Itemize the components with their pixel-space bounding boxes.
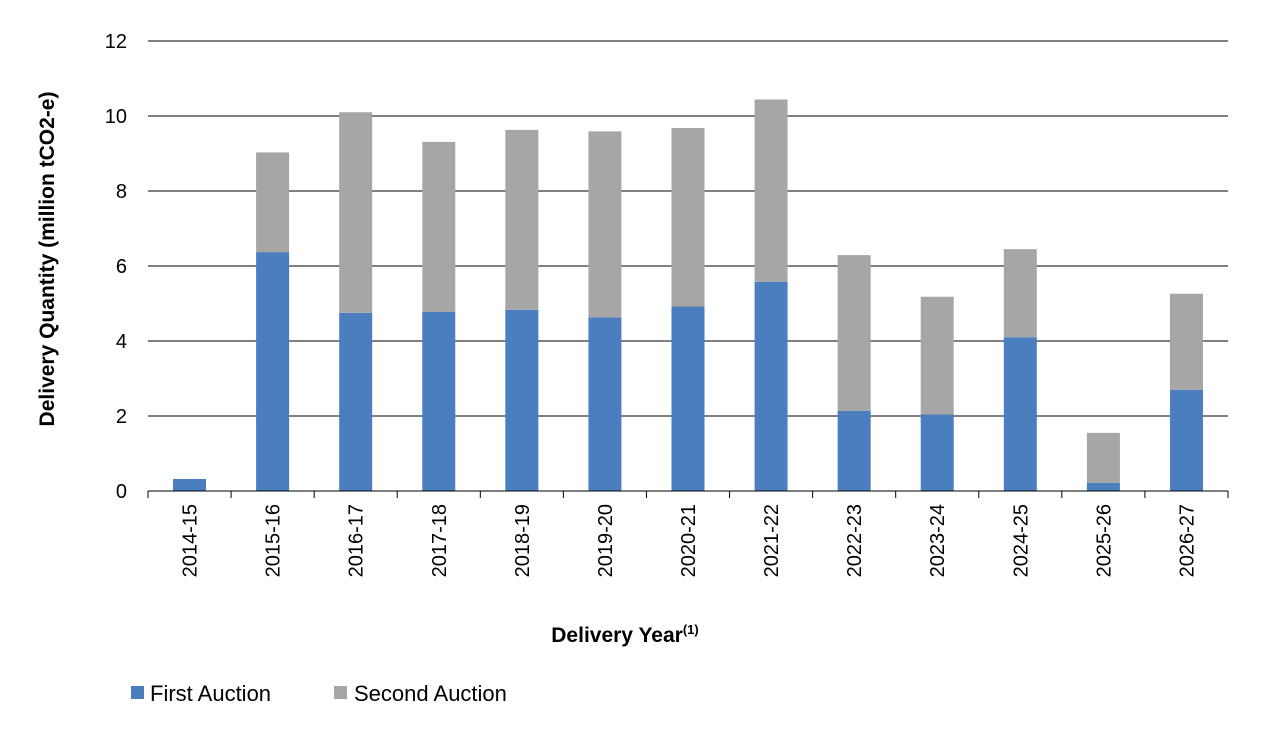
bar-second-auction-2015-16 <box>256 152 290 253</box>
x-tick-label: 2026-27 <box>1176 504 1198 577</box>
y-tick-label: 8 <box>116 181 127 203</box>
x-tick-label: 2023-24 <box>927 504 949 577</box>
bars <box>173 99 1203 491</box>
bar-second-auction-2018-19 <box>505 129 539 310</box>
x-tick-label: 2016-17 <box>346 504 368 577</box>
bar-second-auction-2019-20 <box>588 131 622 318</box>
x-tick-label: 2021-22 <box>761 504 783 577</box>
bar-first-auction-2021-22 <box>754 281 788 491</box>
x-axis-title-superscript: (1) <box>683 622 699 637</box>
bar-first-auction-2018-19 <box>505 309 539 491</box>
bar-first-auction-2016-17 <box>339 312 373 491</box>
bar-second-auction-2025-26 <box>1086 432 1120 483</box>
bar-first-auction-2014-15 <box>173 479 207 491</box>
y-tick-labels: 0 2 4 6 8 10 12 <box>105 31 127 503</box>
bar-second-auction-2017-18 <box>422 141 456 312</box>
legend-swatch-second-auction <box>334 686 347 699</box>
y-tick-label: 0 <box>116 481 127 503</box>
bar-first-auction-2020-21 <box>671 306 705 491</box>
bar-second-auction-2026-27 <box>1169 293 1203 390</box>
x-tick-label: 2017-18 <box>429 504 451 577</box>
bar-second-auction-2021-22 <box>754 99 788 282</box>
bar-second-auction-2024-25 <box>1003 249 1037 338</box>
legend-label-first-auction: First Auction <box>150 681 271 706</box>
x-tick-labels: 2014-15 2015-16 2016-17 2017-18 2018-19 2019-… <box>180 504 1199 577</box>
y-tick-label: 12 <box>105 31 127 53</box>
bar-second-auction-2022-23 <box>837 255 871 411</box>
bar-first-auction-2023-24 <box>920 414 954 491</box>
bar-first-auction-2022-23 <box>837 410 871 491</box>
x-tick-label: 2018-19 <box>512 504 534 577</box>
bar-first-auction-2015-16 <box>256 252 290 491</box>
y-tick-label: 2 <box>116 406 127 428</box>
x-tick-label: 2019-20 <box>595 504 617 577</box>
bar-second-auction-2016-17 <box>339 112 373 313</box>
bar-first-auction-2019-20 <box>588 317 622 491</box>
x-axis-title-text: Delivery Year <box>551 624 683 647</box>
x-tick-label: 2020-21 <box>678 504 700 577</box>
y-axis-title: Delivery Quantity (million tCO2-e) <box>36 92 59 427</box>
x-axis <box>147 490 1229 498</box>
legend-label-second-auction: Second Auction <box>354 681 507 706</box>
bar-first-auction-2017-18 <box>422 311 456 491</box>
bar-second-auction-2023-24 <box>920 296 954 415</box>
legend: First Auction Second Auction <box>131 681 507 706</box>
legend-swatch-first-auction <box>131 686 144 699</box>
bar-first-auction-2026-27 <box>1169 389 1203 491</box>
y-tick-label: 10 <box>105 106 127 128</box>
x-tick-label: 2025-26 <box>1093 504 1115 577</box>
x-tick-label: 2024-25 <box>1010 504 1032 577</box>
bar-first-auction-2025-26 <box>1086 482 1120 491</box>
bar-first-auction-2024-25 <box>1003 337 1037 491</box>
y-tick-label: 6 <box>116 256 127 278</box>
x-tick-label: 2014-15 <box>180 504 202 577</box>
bar-second-auction-2020-21 <box>671 128 705 307</box>
x-tick-label: 2015-16 <box>263 504 285 577</box>
x-axis-title: Delivery Year(1) <box>551 622 698 647</box>
y-tick-label: 4 <box>116 331 127 353</box>
x-tick-label: 2022-23 <box>844 504 866 577</box>
